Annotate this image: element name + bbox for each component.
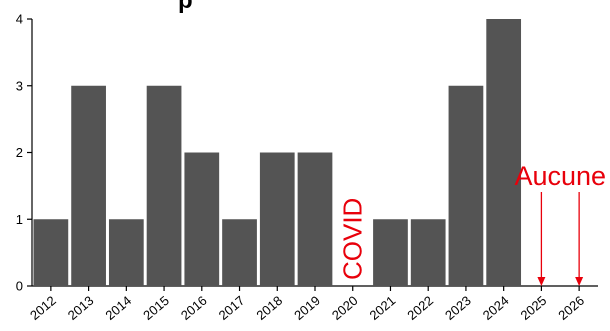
x-tick-label: 2025 bbox=[518, 293, 550, 323]
bar-2023 bbox=[448, 85, 484, 286]
bar-2018 bbox=[259, 152, 295, 286]
y-axis-ticks: 0 1 2 3 4 bbox=[16, 12, 32, 294]
x-tick-label: 2023 bbox=[442, 293, 474, 323]
chart-title: p bbox=[178, 0, 193, 14]
x-tick-label: 2015 bbox=[140, 293, 172, 323]
y-tick-label: 0 bbox=[16, 279, 23, 294]
y-tick-label: 3 bbox=[16, 78, 23, 93]
x-axis-ticks: 2012 2013 2014 2015 2016 2017 2018 2019 2020 2021… bbox=[27, 286, 587, 323]
y-tick-label: 2 bbox=[16, 145, 23, 160]
annotations: COVID Aucune bbox=[338, 161, 606, 286]
x-tick-label: 2017 bbox=[216, 293, 248, 323]
bar-2017 bbox=[222, 219, 257, 286]
x-tick-label: 2026 bbox=[555, 293, 587, 323]
bar-2019 bbox=[297, 152, 333, 286]
bar-2016 bbox=[184, 152, 220, 286]
x-tick-label: 2018 bbox=[253, 293, 285, 323]
x-tick-label: 2019 bbox=[291, 293, 323, 323]
covid-label: COVID bbox=[338, 198, 368, 280]
arrow-head-2025 bbox=[537, 277, 546, 286]
arrow-head-2026 bbox=[575, 277, 584, 286]
y-tick-label: 1 bbox=[16, 212, 23, 227]
aucune-label: Aucune bbox=[514, 161, 606, 191]
y-tick-label: 4 bbox=[16, 12, 23, 27]
bar-2015 bbox=[146, 85, 182, 286]
x-tick-label: 2016 bbox=[178, 293, 210, 323]
x-tick-label: 2020 bbox=[329, 293, 361, 323]
bar-2014 bbox=[108, 219, 144, 286]
x-tick-label: 2014 bbox=[102, 293, 134, 323]
bar-2021 bbox=[373, 219, 408, 286]
x-tick-label: 2022 bbox=[404, 293, 436, 323]
bars-group bbox=[33, 19, 522, 286]
x-tick-label: 2013 bbox=[65, 293, 97, 323]
x-tick-label: 2024 bbox=[480, 293, 512, 323]
bar-2024 bbox=[486, 19, 522, 286]
bar-2013 bbox=[71, 85, 106, 286]
x-tick-label: 2021 bbox=[367, 293, 399, 323]
bar-2022 bbox=[410, 219, 446, 286]
x-tick-label: 2012 bbox=[27, 293, 59, 323]
bar-2012 bbox=[33, 219, 69, 286]
